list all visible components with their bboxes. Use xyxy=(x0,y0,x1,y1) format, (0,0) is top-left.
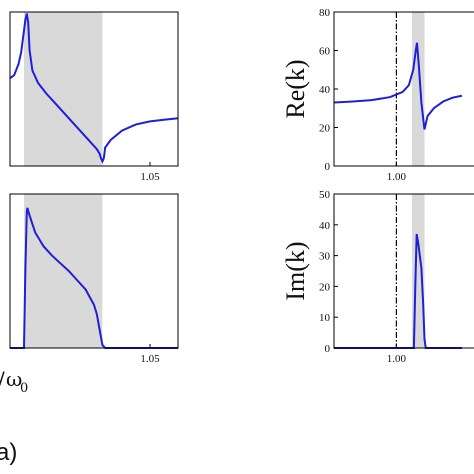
x-axis-label-slash: / xyxy=(0,367,5,391)
right-bottom-x-tick-label: 1.00 xyxy=(387,353,407,365)
left-bottom-gray-band xyxy=(24,194,103,348)
right-top-series-line xyxy=(333,42,463,130)
right-bottom-y-tick-label: 30 xyxy=(319,251,331,263)
right-bottom-ticks xyxy=(334,193,397,349)
right-bottom-y-tick-label: 10 xyxy=(319,312,331,324)
right-bottom-frame xyxy=(333,193,474,349)
right-bottom-y-tick-label: 20 xyxy=(319,281,331,293)
left-top-series-line xyxy=(9,13,179,164)
right-top-y-tick-label: 60 xyxy=(319,46,331,58)
left-bottom-series-line xyxy=(10,207,178,349)
x-axis-label-subscript: 0 xyxy=(20,381,28,396)
right-top-y-tick-label: 0 xyxy=(325,161,331,173)
right-top-y-tick-label: 80 xyxy=(319,7,331,19)
right-top-ticks xyxy=(334,11,397,167)
right-top-gray-band xyxy=(412,12,425,166)
right-top-frame xyxy=(333,11,474,167)
left-top-frame xyxy=(9,11,179,167)
left-top-x-tick-label: 1.05 xyxy=(140,171,160,183)
left-x-axis-label: / ω 0 xyxy=(0,367,28,396)
right-bottom-y-tick-label: 40 xyxy=(319,220,331,232)
right-top-y-tick-label: 20 xyxy=(319,123,331,135)
panel-label-a: a) xyxy=(0,439,17,466)
left-bottom-frame xyxy=(9,193,179,349)
right-bottom-y-tick-label: 50 xyxy=(319,189,331,201)
right-bottom-y-axis-label: Im(k) xyxy=(281,241,310,300)
right-bottom-y-tick-label: 0 xyxy=(325,343,331,355)
panel-right-top: 1.00 0 20 40 60 80 Re(k) xyxy=(281,7,474,183)
panel-left-top: 1.05 xyxy=(9,11,179,183)
left-bottom-x-tick-label: 1.05 xyxy=(140,353,160,365)
panel-right-bottom: 1.00 0 10 20 30 40 50 Im(k) xyxy=(281,189,474,365)
x-axis-label-omega: ω xyxy=(6,367,22,391)
right-top-x-tick-label: 1.00 xyxy=(387,171,407,183)
right-top-y-axis-label: Re(k) xyxy=(281,59,310,118)
right-bottom-series-line xyxy=(334,233,462,349)
right-top-y-tick-label: 40 xyxy=(319,84,331,96)
panel-left-bottom: 1.05 xyxy=(9,193,179,365)
